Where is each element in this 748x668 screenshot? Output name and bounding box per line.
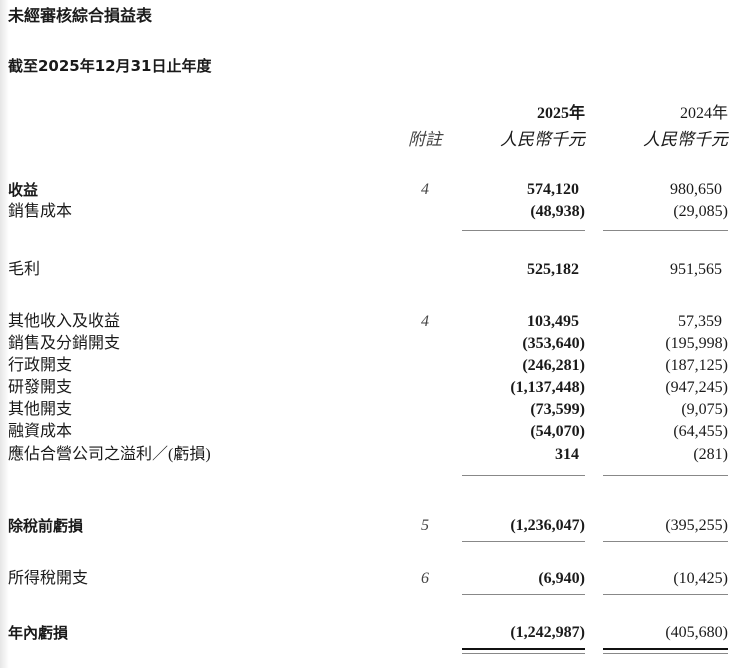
row-label: 其他開支: [8, 401, 73, 418]
row-value-2024: (187,125): [665, 357, 728, 374]
row-value-2024: (195,998): [665, 335, 728, 352]
statement-title: 未經審核綜合損益表: [8, 6, 153, 25]
row-value-2024: 57,359: [678, 313, 722, 330]
row-value-2025: (1,236,047): [510, 517, 585, 534]
row-label: 年內虧損: [8, 624, 69, 642]
row-value-2025: (48,938): [530, 203, 585, 220]
row-value-2025: 525,182: [527, 261, 579, 278]
row-value-2025: (246,281): [522, 357, 585, 374]
header-unit-2025: 人民幣千元: [500, 130, 585, 149]
statement-period: 截至2025年12月31日止年度: [8, 57, 212, 75]
row-value-2024: (10,425): [673, 570, 728, 587]
row-label: 所得稅開支: [8, 570, 89, 587]
total-double-underline: [462, 653, 585, 654]
subtotal-underline: [603, 230, 728, 231]
row-value-2025: (6,940): [538, 570, 585, 587]
subtotal-underline: [603, 594, 728, 595]
row-value-2025: (1,242,987): [510, 624, 585, 641]
header-note: 附註: [408, 130, 442, 149]
row-value-2024: (281): [693, 446, 728, 463]
header-unit-2024: 人民幣千元: [643, 130, 728, 149]
row-value-2025: 103,495: [527, 313, 579, 330]
row-value-2024: (64,455): [673, 423, 728, 440]
row-value-2024: (29,085): [673, 203, 728, 220]
row-label: 其他收入及收益: [8, 313, 121, 330]
total-double-underline: [462, 648, 585, 650]
row-label: 研發開支: [8, 379, 73, 396]
row-label: 收益: [8, 181, 39, 199]
row-value-2025: (353,640): [522, 335, 585, 352]
subtotal-underline: [462, 594, 585, 595]
total-double-underline: [603, 648, 728, 650]
row-note: 5: [421, 517, 429, 534]
row-value-2025: 314: [555, 446, 579, 463]
row-value-2025: 574,120: [527, 181, 579, 198]
row-label: 應佔合營公司之溢利／(虧損): [8, 446, 211, 463]
row-value-2025: (73,599): [530, 401, 585, 418]
row-label: 行政開支: [8, 357, 73, 374]
row-label: 銷售及分銷開支: [8, 335, 121, 352]
total-double-underline: [603, 653, 728, 654]
subtotal-underline: [462, 475, 585, 476]
row-note: 4: [421, 181, 429, 198]
row-value-2025: (1,137,448): [510, 379, 585, 396]
subtotal-underline: [462, 230, 585, 231]
row-value-2024: (9,075): [681, 401, 728, 418]
row-value-2024: (395,255): [665, 517, 728, 534]
row-label: 銷售成本: [8, 203, 73, 220]
subtotal-underline: [462, 541, 585, 542]
page-edge-shadow: [0, 0, 9, 668]
row-value-2024: (947,245): [665, 379, 728, 396]
subtotal-underline: [603, 475, 728, 476]
subtotal-underline: [603, 541, 728, 542]
row-label: 除稅前虧損: [8, 517, 84, 535]
row-value-2024: (405,680): [665, 624, 728, 641]
row-note: 4: [421, 313, 429, 330]
row-value-2025: (54,070): [530, 423, 585, 440]
row-value-2024: 980,650: [670, 181, 722, 198]
row-note: 6: [421, 570, 429, 587]
header-year-2024: 2024年: [679, 105, 728, 122]
row-label: 毛利: [8, 261, 41, 278]
row-label: 融資成本: [8, 423, 73, 440]
header-year-2025: 2025年: [536, 105, 585, 122]
row-value-2024: 951,565: [670, 261, 722, 278]
